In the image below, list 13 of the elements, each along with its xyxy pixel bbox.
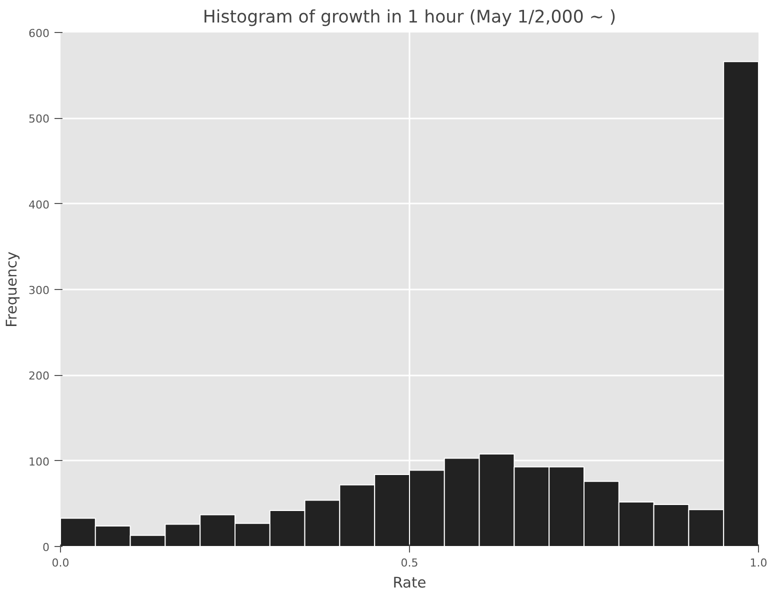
y-tick-label: 100 — [28, 455, 50, 468]
x-axis-title: Rate — [392, 574, 426, 592]
chart-title: Histogram of growth in 1 hour (May 1/2,000 ~ ) — [202, 8, 616, 28]
y-tick-label: 500 — [28, 112, 50, 126]
y-tick-label: 200 — [28, 370, 50, 383]
y-axis-title: Frequency — [4, 251, 21, 328]
y-tick-label: 0 — [42, 541, 50, 554]
y-tick-label: 300 — [28, 284, 50, 297]
x-tick-label: 0.0 — [52, 556, 70, 570]
y-tick-label: 600 — [28, 27, 50, 40]
x-tick-label: 1.0 — [750, 556, 768, 570]
y-tick-label: 400 — [28, 198, 50, 212]
x-tick-label: 0.5 — [400, 556, 418, 570]
